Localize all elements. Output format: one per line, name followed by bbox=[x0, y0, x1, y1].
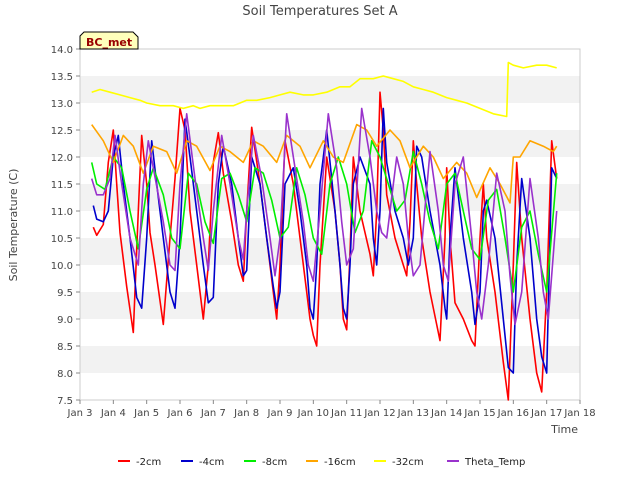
y-axis-label: Soil Temperature (C) bbox=[7, 169, 20, 282]
x-tick-label: Jan 18 bbox=[563, 408, 595, 419]
x-tick-label: Jan 8 bbox=[233, 408, 259, 419]
grid-band bbox=[80, 346, 580, 373]
site-badge-label: BC_met bbox=[86, 36, 132, 49]
y-tick-label: 12.0 bbox=[51, 153, 73, 164]
plot-frame bbox=[79, 48, 581, 401]
y-axis: 7.5 8.0 8.5 9.0 9.5 10.0 10.5 11.0 11.5 12.0 12.5 1… bbox=[51, 45, 80, 407]
x-tick-label: Jan 3 bbox=[67, 408, 93, 419]
legend-label: -32cm bbox=[392, 457, 424, 468]
x-tick-label: Jan 11 bbox=[330, 408, 362, 419]
x-tick-label: Jan 5 bbox=[133, 408, 159, 419]
y-tick-label: 8.0 bbox=[57, 369, 73, 380]
y-tick-label: 11.0 bbox=[51, 207, 73, 218]
legend: -2cm -4cm -8cm -16cm -32cm Theta_Temp bbox=[118, 457, 525, 468]
site-badge-box bbox=[79, 31, 139, 50]
y-tick-label: 9.0 bbox=[57, 315, 73, 326]
series-line-32cm bbox=[91, 61, 557, 118]
y-tick-label: 12.5 bbox=[51, 126, 73, 137]
x-tick-label: Jan 12 bbox=[363, 408, 395, 419]
legend-label: Theta_Temp bbox=[464, 457, 525, 468]
x-tick-label: Jan 14 bbox=[430, 408, 462, 419]
y-tick-label: 10.0 bbox=[51, 261, 73, 272]
grid-band bbox=[80, 49, 580, 76]
x-tick-label: Jan 7 bbox=[200, 408, 226, 419]
series-line-8cm bbox=[90, 140, 558, 293]
x-tick-label: Jan 4 bbox=[100, 408, 126, 419]
series-line-theta-temp bbox=[90, 107, 558, 326]
y-tick-label: 13.5 bbox=[51, 72, 73, 83]
grid-band bbox=[80, 76, 580, 103]
legend-label: -8cm bbox=[262, 457, 287, 468]
legend-label: -2cm bbox=[136, 457, 161, 468]
x-axis: Jan 3 Jan 4 Jan 5 Jan 6 Jan 7 Jan 8 Jan 9 Jan 1… bbox=[67, 400, 596, 419]
grid-bands bbox=[80, 49, 580, 400]
legend-label: -16cm bbox=[324, 457, 356, 468]
x-tick-label: Jan 6 bbox=[167, 408, 193, 419]
grid-band bbox=[80, 373, 580, 400]
chart-title: Soil Temperatures Set A bbox=[242, 4, 397, 19]
grid-band bbox=[80, 265, 580, 292]
site-badge: BC_met bbox=[79, 31, 139, 50]
y-tick-label: 8.5 bbox=[57, 342, 73, 353]
grid-band bbox=[80, 292, 580, 319]
x-tick-label: Jan 9 bbox=[267, 408, 293, 419]
x-tick-label: Jan 16 bbox=[497, 408, 529, 419]
y-tick-label: 14.0 bbox=[51, 45, 73, 56]
x-tick-label: Jan 15 bbox=[463, 408, 495, 419]
x-tick-label: Jan 10 bbox=[297, 408, 329, 419]
y-tick-label: 11.5 bbox=[51, 180, 73, 191]
y-tick-label: 9.5 bbox=[57, 288, 73, 299]
y-tick-label: 13.0 bbox=[51, 99, 73, 110]
x-tick-label: Jan 13 bbox=[397, 408, 429, 419]
y-tick-label: 10.5 bbox=[51, 234, 73, 245]
x-tick-label: Jan 17 bbox=[530, 408, 562, 419]
x-axis-label: Time bbox=[550, 423, 578, 436]
y-tick-label: 7.5 bbox=[57, 396, 73, 407]
series-lines bbox=[90, 61, 558, 401]
legend-label: -4cm bbox=[199, 457, 224, 468]
